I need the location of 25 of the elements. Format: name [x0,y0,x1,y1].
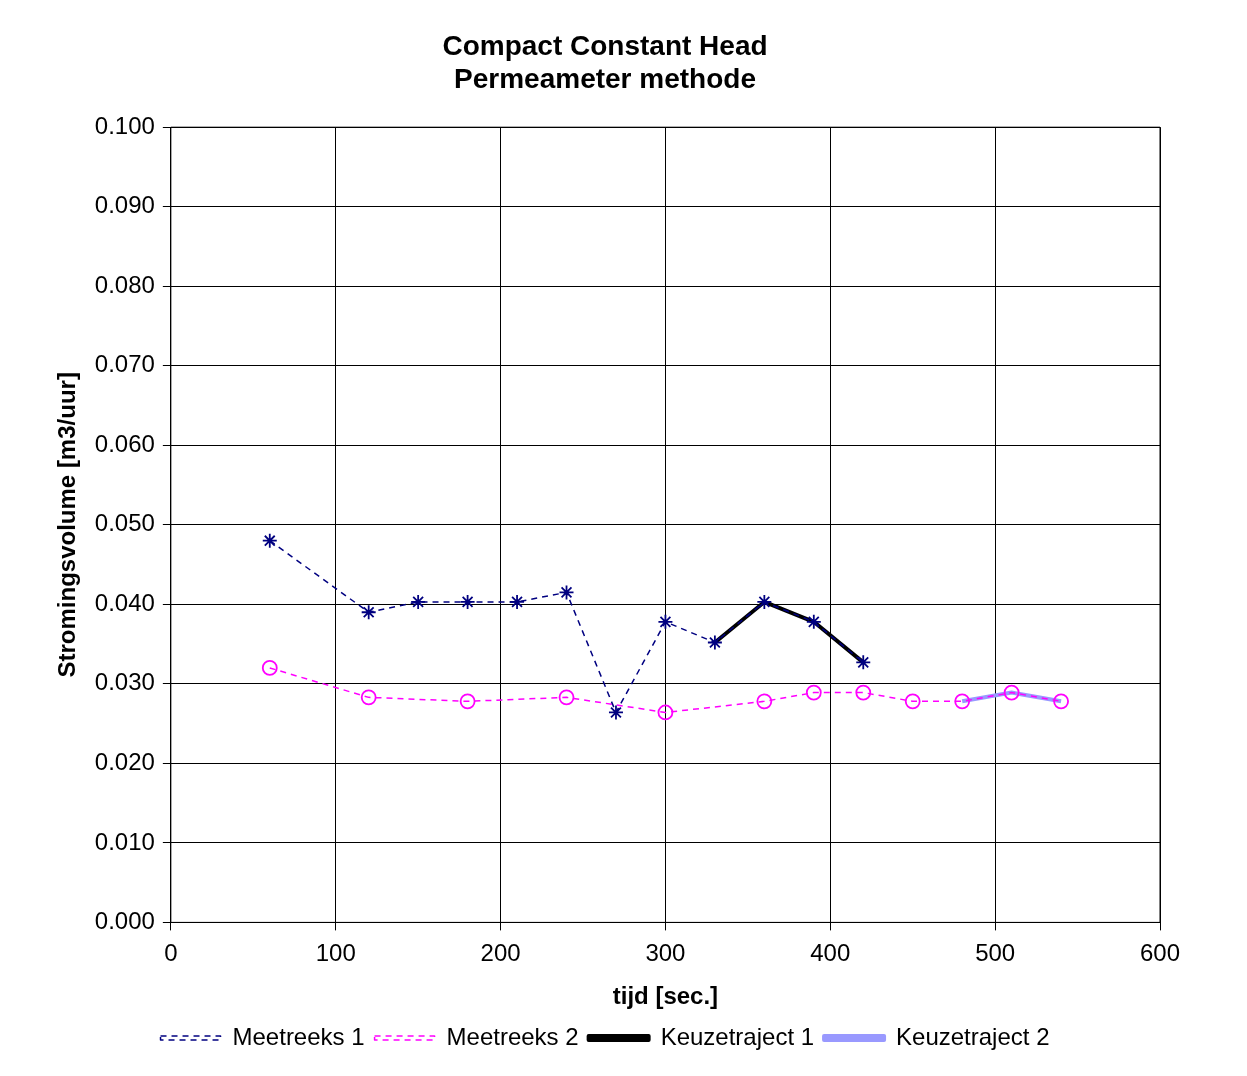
y-tick-label: 0.060 [94,429,155,457]
y-tick-label: 0.090 [94,191,155,219]
y-tick-label: 0.080 [94,270,155,298]
y-tick-label: 0.000 [94,907,155,935]
legend-label: Keuzetraject 2 [896,1022,1050,1050]
y-axis-title: Stromingsvolume [m3/uur] [53,372,81,678]
legend-label: Keuzetraject 1 [660,1022,815,1050]
x-tick-label: 500 [975,939,1016,967]
y-tick-label: 0.040 [94,588,155,616]
x-tick-label: 100 [315,939,356,967]
y-tick-label: 0.050 [94,509,155,537]
x-tick-label: 600 [1139,939,1181,967]
x-axis-title: tijd [sec.] [612,982,719,1010]
x-tick-label: 0 [164,939,178,967]
y-tick-label: 0.100 [94,111,155,139]
y-tick-label: 0.020 [94,747,155,775]
y-tick-label: 0.030 [94,668,155,696]
y-tick-label: 0.070 [94,350,155,378]
legend-label: Meetreeks 2 [446,1022,579,1050]
y-tick-label: 0.010 [94,827,155,855]
x-tick-label: 300 [645,939,686,967]
chart-title: Compact Constant Head Permeameter methode [442,29,768,95]
legend-label: Meetreeks 1 [232,1022,365,1050]
x-tick-label: 400 [810,939,851,967]
x-tick-label: 200 [480,939,521,967]
